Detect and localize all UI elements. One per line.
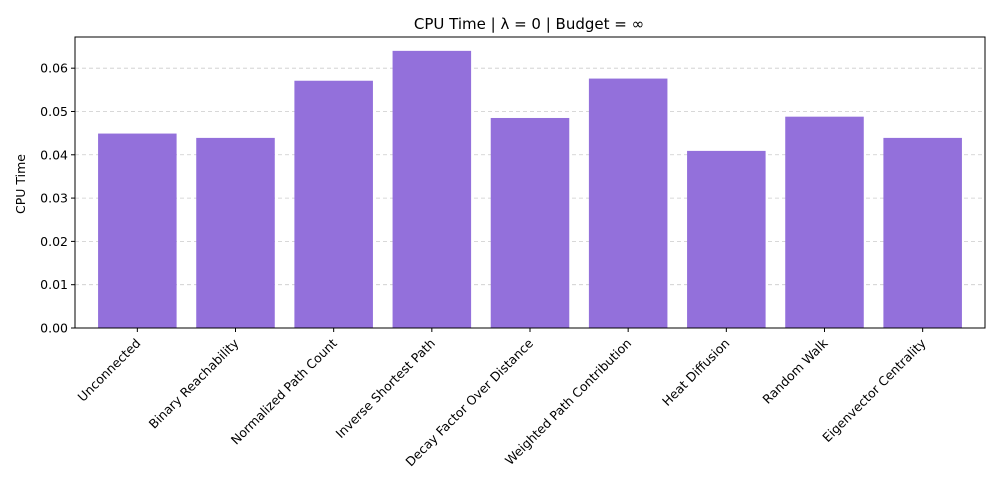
x-tick-label: Unconnected	[74, 336, 143, 405]
chart-title: CPU Time | λ = 0 | Budget = ∞	[414, 15, 644, 33]
x-tick-label: Eigenvector Centrality	[819, 335, 929, 445]
y-tick-label: 0.02	[40, 234, 68, 249]
x-tick-label: Random Walk	[759, 335, 831, 407]
y-tick-label: 0.03	[40, 191, 68, 206]
bar	[98, 133, 177, 328]
bar	[785, 116, 864, 328]
x-tick-label: Normalized Path Count	[228, 335, 340, 447]
x-tick-label: Heat Diffusion	[659, 336, 732, 409]
x-tick-label: Inverse Shortest Path	[333, 336, 438, 441]
y-tick-label: 0.01	[40, 277, 68, 292]
y-tick-label: 0.00	[40, 321, 68, 336]
x-tick-label: Binary Reachability	[146, 335, 242, 431]
bar	[588, 78, 668, 328]
bars-layer	[98, 50, 962, 329]
bar	[687, 150, 766, 328]
bar	[392, 50, 472, 328]
y-tick-label: 0.06	[40, 61, 68, 76]
y-axis-label: CPU Time	[13, 154, 28, 214]
bar	[883, 137, 962, 328]
y-tick-label: 0.04	[40, 147, 68, 162]
bar	[196, 137, 275, 328]
y-tick-label: 0.05	[40, 104, 68, 119]
bar	[294, 80, 373, 329]
bar	[490, 117, 570, 328]
